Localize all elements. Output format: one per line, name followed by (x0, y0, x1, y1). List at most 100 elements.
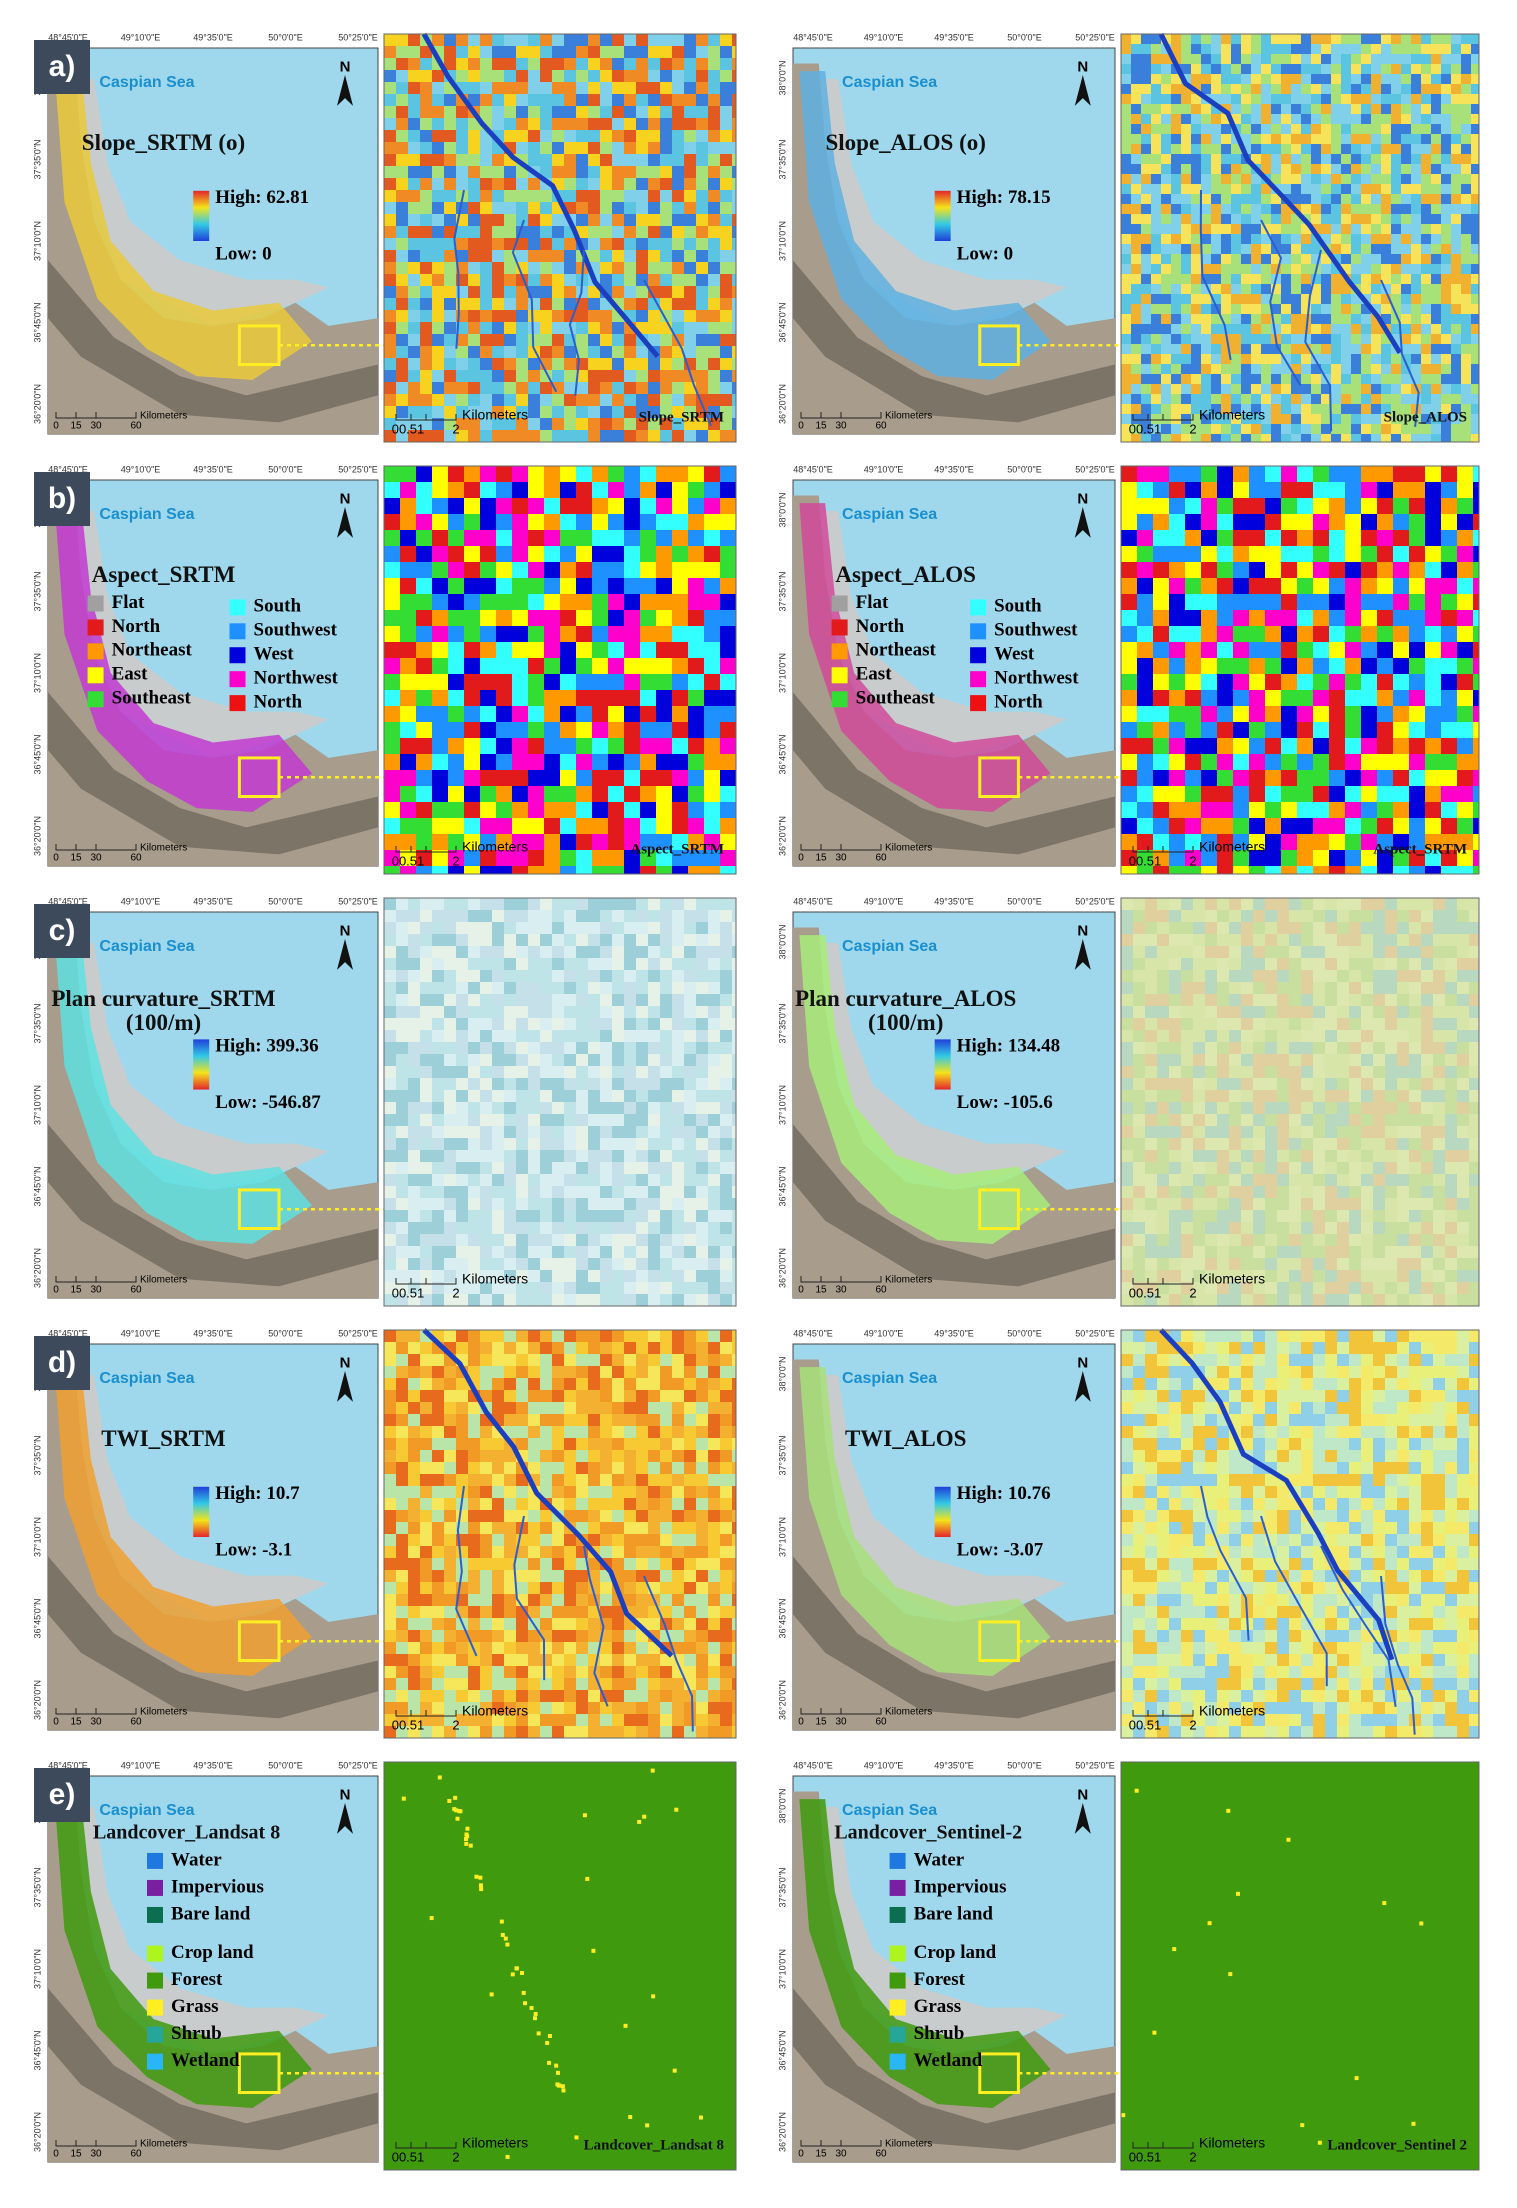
zoom-cell (1297, 658, 1313, 674)
zoom-cell (1191, 54, 1201, 64)
zoom-cell (1391, 214, 1401, 224)
lon-label: 50°25'0"E (338, 464, 378, 474)
zoom-cell (600, 34, 612, 46)
zoom-cell (720, 406, 732, 418)
zoom-cell (660, 1222, 672, 1234)
zoom-cell (1271, 304, 1281, 314)
zoom-cell (576, 970, 588, 982)
legend-swatch (970, 695, 987, 712)
zoom-cell (544, 786, 560, 802)
zoom-cell (464, 610, 480, 626)
zoom-cell (1341, 64, 1351, 74)
zoom-cell (1391, 304, 1401, 314)
zoom-cell (608, 530, 624, 546)
zoom-cell (384, 866, 400, 874)
zoom-cell (396, 370, 408, 382)
zoom-cell (576, 1066, 588, 1078)
zoom-cell (1471, 384, 1479, 394)
zoom-cell (636, 982, 648, 994)
zoom-cell (1211, 344, 1221, 354)
zoom-cell (1421, 344, 1431, 354)
zoom-cell (1171, 104, 1181, 114)
zoom-cell (1181, 414, 1191, 424)
zoom-cell (564, 58, 576, 70)
zoom-cell (1291, 304, 1301, 314)
zoom-cell (544, 562, 560, 578)
zoom-cell (648, 214, 660, 226)
zoom-cell (1231, 334, 1241, 344)
zoom-cell (708, 1042, 720, 1054)
zoom-cell (1261, 334, 1271, 344)
zoom-cell (492, 1138, 504, 1150)
zoom-cell (432, 946, 444, 958)
zoom-cell (1233, 546, 1249, 562)
zoom-cell (528, 482, 544, 498)
zoom-cell (588, 286, 600, 298)
zoom-cell (396, 406, 408, 418)
zoom-cell (1377, 818, 1393, 834)
zoom-cell (672, 106, 684, 118)
zoom-cell (1121, 294, 1131, 304)
coastal-layer (799, 71, 1051, 380)
zoom-cell (1121, 224, 1131, 234)
scale-label: 30 (835, 853, 847, 864)
zoom-cell (684, 934, 696, 946)
zoom-cell (636, 262, 648, 274)
zoom-cell (600, 922, 612, 934)
zoom-cell (480, 1174, 492, 1186)
zoom-cell (720, 1042, 732, 1054)
zoom-cell (648, 106, 660, 118)
legend-label: South (994, 596, 1042, 617)
zoom-cell (420, 142, 432, 154)
zoom-cell (1425, 642, 1441, 658)
zoom-cell (660, 370, 672, 382)
zoom-cell (1231, 324, 1241, 334)
zoom-cell (1281, 254, 1291, 264)
zoom-cell (384, 322, 396, 334)
zoom-cell (444, 1210, 456, 1222)
zoom-cell (544, 866, 560, 874)
zoom-cell (432, 1126, 444, 1138)
zoom-cell (576, 1114, 588, 1126)
zoom-cell (588, 970, 600, 982)
zoom-cell (408, 1102, 420, 1114)
zoom-cell (720, 1102, 732, 1114)
zoom-cell (1441, 294, 1451, 304)
zoom-cell (1411, 204, 1421, 214)
zoom-cell (708, 1270, 720, 1282)
zoom-cell (1201, 74, 1211, 84)
zoom-cell (444, 418, 456, 430)
zoom-cell (1351, 194, 1361, 204)
zoom-cell (540, 298, 552, 310)
zoom-cell (1121, 34, 1131, 44)
zoom-cell (384, 406, 396, 418)
zoom-cell (1151, 194, 1161, 204)
zoom-cell (1211, 184, 1221, 194)
zoom-cell (1461, 104, 1471, 114)
zoom-cell (720, 578, 736, 594)
zoom-cell (516, 238, 528, 250)
zoom-cell (1391, 124, 1401, 134)
zoom-cell (552, 310, 564, 322)
zoom-cell (684, 58, 696, 70)
zoom-cell (588, 1042, 600, 1054)
zoom-cell (1297, 562, 1313, 578)
zoom-cell (384, 1174, 396, 1186)
legend-swatch (87, 595, 104, 612)
zoom-cell (1265, 690, 1281, 706)
zoom-cell (588, 250, 600, 262)
zoom-cell (384, 530, 400, 546)
zoom-cell (1281, 264, 1291, 274)
zoom-cell (432, 1114, 444, 1126)
zoom-cell (588, 1270, 600, 1282)
zoom-cell (696, 322, 708, 334)
zoom-cell (444, 166, 456, 178)
zoom-cell (1391, 244, 1401, 254)
zoom-cell (396, 178, 408, 190)
zoom-cell (1201, 334, 1211, 344)
zoom-cell (1425, 562, 1441, 578)
zoom-cell (708, 1150, 720, 1162)
zoom-cell (648, 118, 660, 130)
zoom-cell (1131, 264, 1141, 274)
zoom-cell (732, 106, 736, 118)
